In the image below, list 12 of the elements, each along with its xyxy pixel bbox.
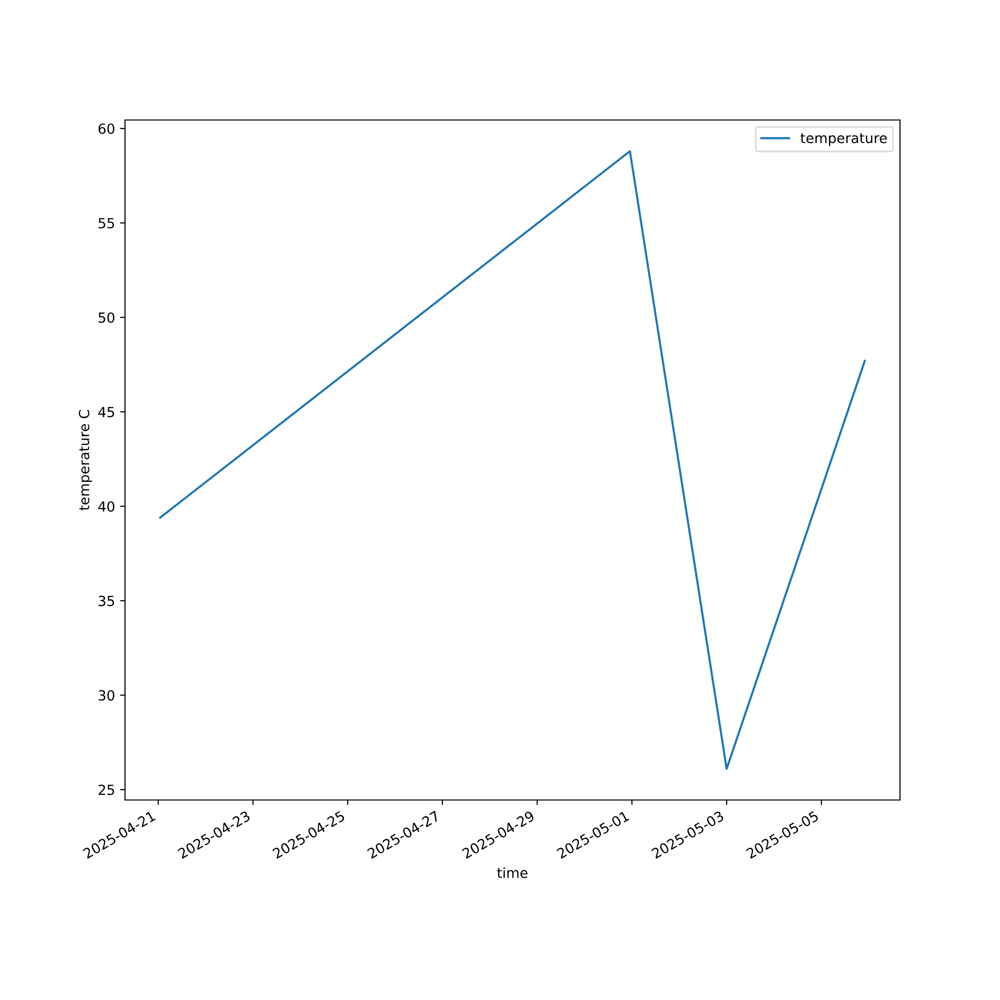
y-tick-label: 35: [98, 596, 114, 606]
y-tick-label: 45: [98, 406, 114, 418]
x-axis-title: time: [497, 867, 528, 878]
legend-label: temperature: [800, 133, 887, 146]
line-series: [159, 150, 866, 770]
y-axis-title: temperature C: [78, 410, 92, 510]
y-tick-label: 50: [98, 312, 114, 323]
y-tick-label: 40: [98, 501, 114, 512]
y-tick-label: 30: [98, 690, 114, 701]
y-tick-label: 55: [98, 218, 114, 228]
y-tick-label: 25: [98, 784, 114, 796]
y-tick-label: 60: [98, 123, 114, 134]
